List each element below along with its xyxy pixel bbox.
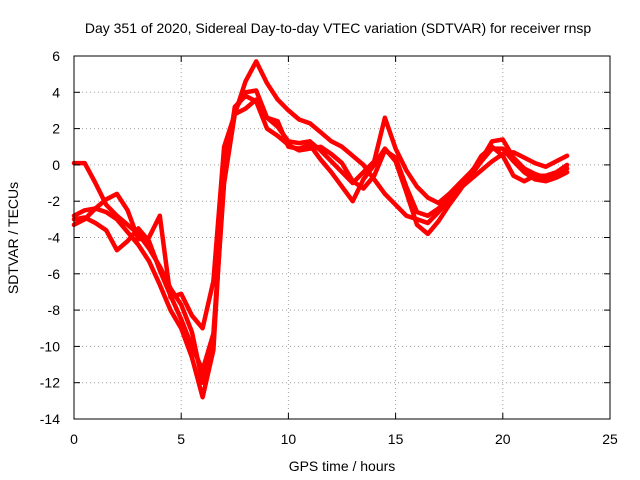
data-series bbox=[71, 59, 570, 400]
y-tick-label: 0 bbox=[52, 157, 60, 173]
y-tick-label: -6 bbox=[48, 266, 61, 282]
chart-title: Day 351 of 2020, Sidereal Day-to-day VTE… bbox=[85, 20, 591, 36]
series-track-1 bbox=[71, 59, 570, 385]
x-tick-label: 15 bbox=[388, 431, 404, 447]
x-tick-label: 25 bbox=[602, 431, 618, 447]
y-tick-label: -14 bbox=[40, 411, 60, 427]
y-tick-label: -4 bbox=[48, 230, 61, 246]
axis-ticks: 0 5 10 15 20 25 -14 -12 -10 -8 -6 -4 -2 0 2 4 6 bbox=[40, 48, 618, 447]
y-tick-label: -8 bbox=[48, 302, 61, 318]
y-tick-label: -12 bbox=[40, 375, 60, 391]
series-track-3 bbox=[71, 93, 570, 373]
x-axis-label: GPS time / hours bbox=[289, 458, 396, 474]
series-track-4 bbox=[71, 97, 570, 331]
y-tick-label: -2 bbox=[48, 193, 61, 209]
x-tick-label: 0 bbox=[70, 431, 78, 447]
x-tick-label: 5 bbox=[177, 431, 185, 447]
y-tick-label: 4 bbox=[52, 84, 60, 100]
y-tick-label: 2 bbox=[52, 121, 60, 137]
gridlines bbox=[74, 56, 610, 419]
y-tick-label: -10 bbox=[40, 338, 60, 354]
y-tick-label: 6 bbox=[52, 48, 60, 64]
x-tick-label: 10 bbox=[281, 431, 297, 447]
y-axis-label: SDTVAR / TECUs bbox=[5, 182, 21, 294]
x-tick-label: 20 bbox=[495, 431, 511, 447]
